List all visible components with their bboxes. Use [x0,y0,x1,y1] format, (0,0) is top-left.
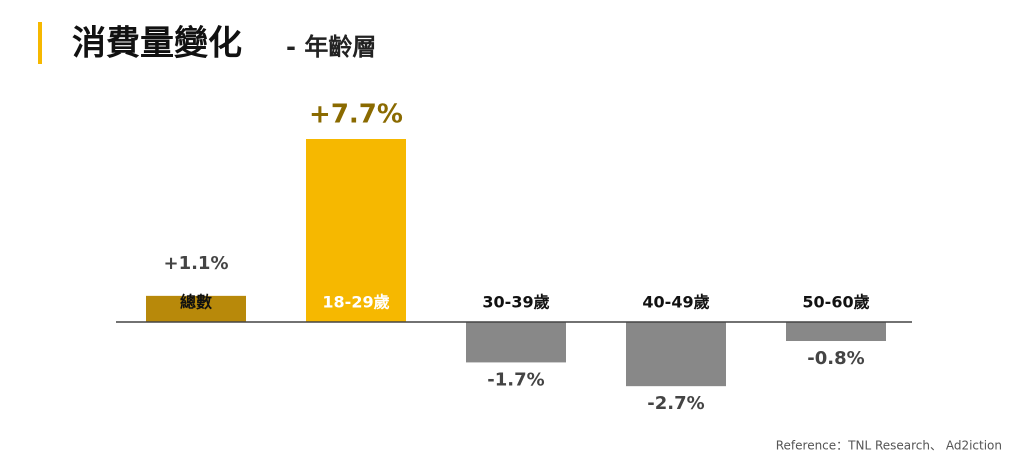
category-label: 30-39歲 [482,293,549,312]
value-label: -2.7% [647,393,704,414]
value-label: +1.1% [163,253,228,274]
bar [466,322,566,363]
source: Reference：TNL Research、 Ad2iction [776,439,1002,453]
bar [786,322,886,342]
value-label: -1.7% [487,369,544,390]
chart-subtitle: - 年齡層 [286,33,376,61]
value-label: +7.7% [309,100,403,130]
category-label: 18-29歲 [322,293,389,312]
category-label: 50-60歲 [802,293,869,312]
bar [306,139,406,322]
category-label: 40-49歲 [642,293,709,312]
bar [146,295,246,322]
title-accent [38,22,42,64]
bar [626,322,726,387]
chart-title: 消費量變化 [72,24,242,64]
value-label: -0.8% [807,348,864,369]
category-label: 總數 [180,293,212,312]
